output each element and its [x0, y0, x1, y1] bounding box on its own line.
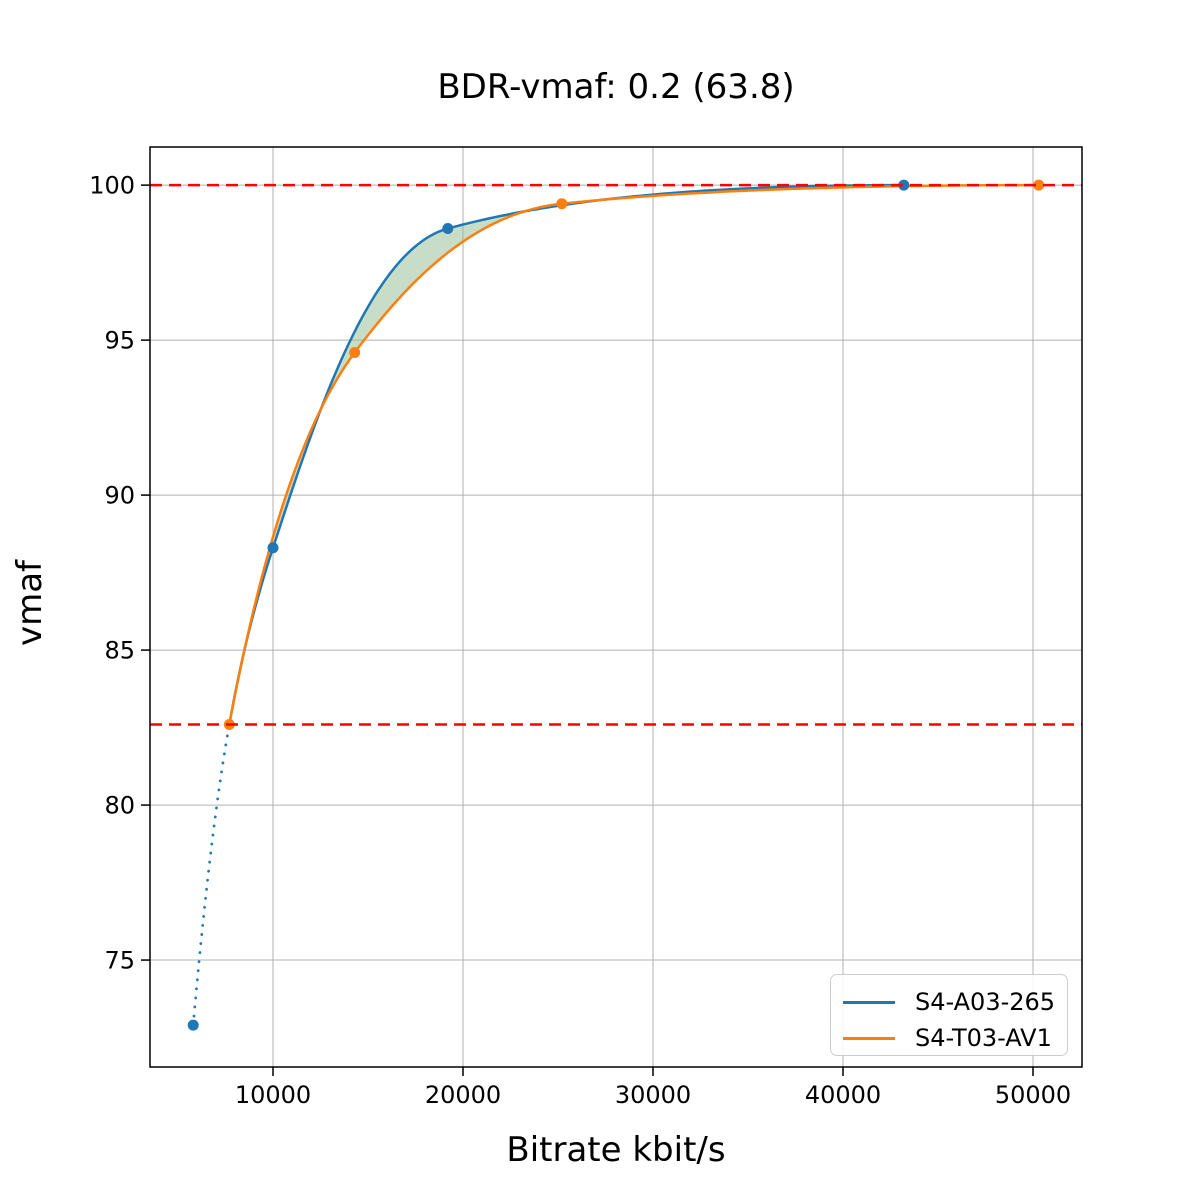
chart-title: BDR-vmaf: 0.2 (63.8) — [437, 67, 795, 107]
x-tick-label: 10000 — [235, 1081, 311, 1109]
plot-border — [149, 146, 1083, 1068]
y-tick-label: 80 — [104, 792, 135, 820]
data-point-s4-t03-av1 — [349, 347, 361, 359]
legend-item-s4-t03-av1: S4-T03-AV1 — [843, 1020, 1055, 1056]
fill-between-region — [229, 185, 904, 725]
x-tick-label: 50000 — [995, 1081, 1071, 1109]
y-axis-label: vmaf — [10, 559, 50, 647]
y-tick-label: 100 — [89, 172, 135, 200]
legend: S4-A03-265 S4-T03-AV1 — [830, 974, 1068, 1056]
x-axis-label: Bitrate kbit/s — [506, 1130, 726, 1170]
y-tick-label: 75 — [104, 947, 135, 975]
data-point-s4-a03-265 — [442, 223, 454, 235]
data-point-s4-a03-265 — [898, 179, 910, 191]
data-point-s4-a03-265 — [187, 1019, 199, 1031]
y-tick-label: 95 — [104, 327, 135, 355]
x-tick-label: 20000 — [425, 1081, 501, 1109]
legend-label: S4-A03-265 — [915, 988, 1056, 1016]
y-tick-label: 90 — [104, 482, 135, 510]
legend-label: S4-T03-AV1 — [915, 1024, 1052, 1052]
data-point-s4-t03-av1 — [1033, 179, 1045, 191]
legend-line-sample-blue — [843, 1000, 895, 1004]
series-s4-a03-265-line — [228, 183, 904, 725]
data-point-s4-t03-av1 — [556, 198, 568, 210]
x-tick-label: 30000 — [615, 1081, 691, 1109]
y-tick-label: 85 — [104, 637, 135, 665]
series-s4-t03-av1-line — [228, 183, 1039, 725]
data-point-s4-a03-265 — [267, 542, 279, 554]
legend-line-sample-orange — [843, 1036, 895, 1040]
x-tick-label: 40000 — [805, 1081, 881, 1109]
series-s4-a03-265-dotted-segment — [191, 723, 231, 1027]
legend-item-s4-a03-265: S4-A03-265 — [843, 984, 1055, 1020]
